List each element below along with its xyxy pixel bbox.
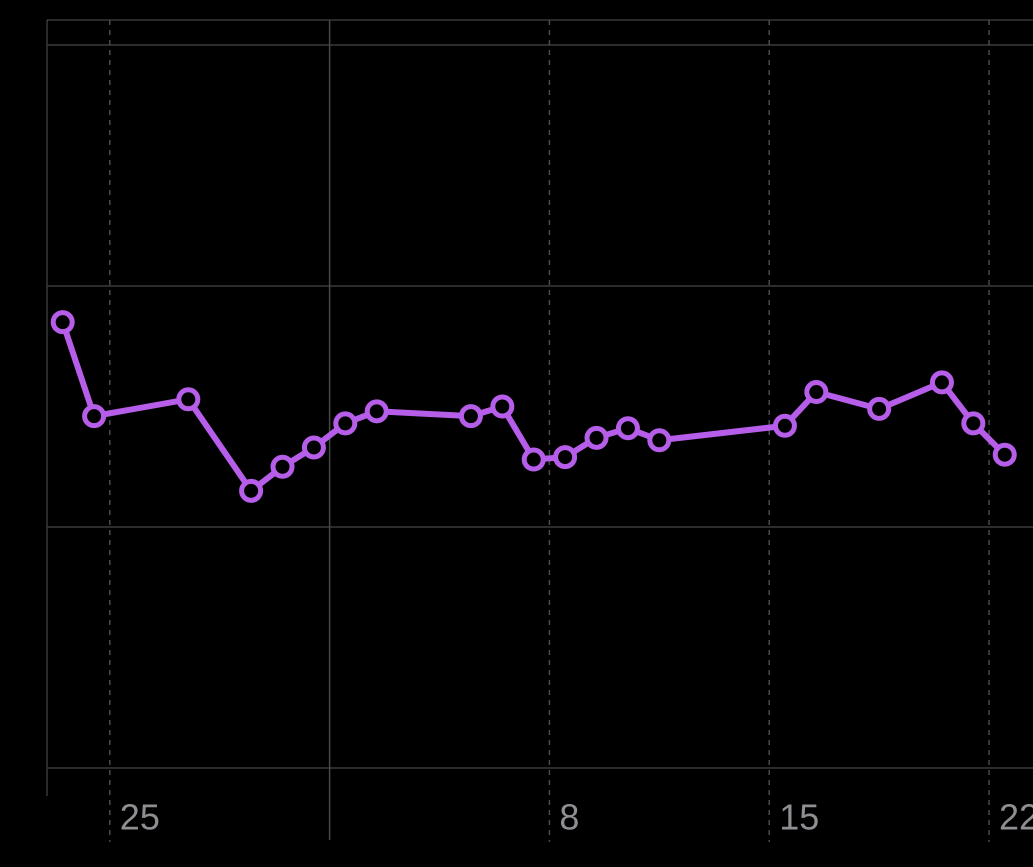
data-point bbox=[82, 404, 107, 429]
data-point bbox=[364, 399, 389, 424]
data-point bbox=[961, 411, 986, 436]
x-tick-label: 25 bbox=[120, 797, 160, 838]
data-point bbox=[458, 404, 483, 429]
data-point bbox=[176, 387, 201, 412]
data-point bbox=[553, 445, 578, 470]
data-point bbox=[647, 428, 672, 453]
data-point bbox=[992, 442, 1017, 467]
data-point bbox=[929, 370, 954, 395]
data-point bbox=[490, 394, 515, 419]
x-tick-label: 8 bbox=[559, 797, 579, 838]
data-point bbox=[333, 411, 358, 436]
data-point bbox=[804, 380, 829, 405]
data-point bbox=[239, 478, 264, 503]
data-point bbox=[867, 396, 892, 421]
data-point bbox=[521, 447, 546, 472]
x-tick-label: 15 bbox=[779, 797, 819, 838]
data-point bbox=[584, 425, 609, 450]
data-point bbox=[50, 310, 75, 335]
data-point bbox=[270, 454, 295, 479]
data-point bbox=[301, 435, 326, 460]
data-point bbox=[772, 413, 797, 438]
x-tick-label: 22 bbox=[999, 797, 1033, 838]
data-point bbox=[615, 416, 640, 441]
